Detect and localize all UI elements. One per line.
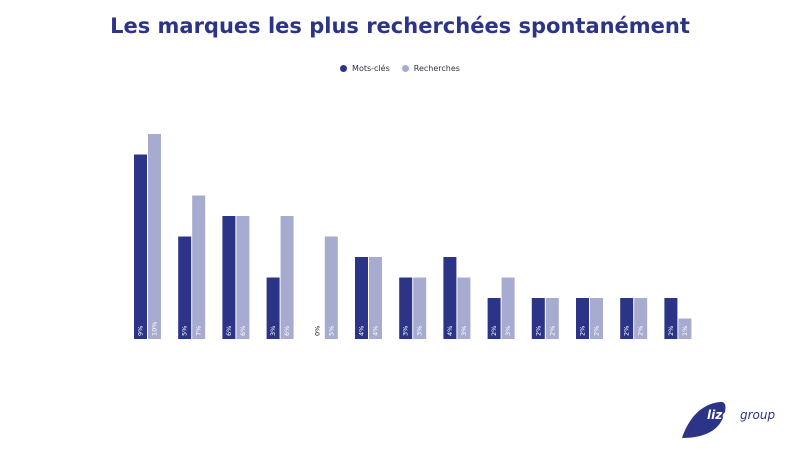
- bar-recherches-9: [501, 277, 515, 339]
- bar-mots-cles-3: [222, 216, 236, 339]
- bar-recherches-7: [413, 277, 427, 339]
- lizeo-group-logo: lizeo group: [682, 401, 775, 438]
- bar-recherches-3: [236, 216, 250, 339]
- bar-mots-cles-9: [487, 298, 501, 339]
- chart-legend: Mots-clés Recherches: [0, 64, 800, 73]
- data-label-recherches-9: 3%: [504, 326, 512, 336]
- bar-recherches-8: [457, 277, 471, 339]
- bar-recherches-6: [369, 257, 382, 339]
- data-label-mots-cles-1: 9%: [137, 326, 145, 336]
- bar-recherches-2: [192, 195, 206, 339]
- data-label-recherches-5: 5%: [327, 326, 335, 336]
- bar-mots-cles-2: [178, 236, 192, 339]
- data-label-mots-cles-11: 2%: [579, 326, 587, 336]
- data-label-mots-cles-8: 4%: [446, 326, 454, 336]
- bar-mots-cles-4: [266, 277, 280, 339]
- data-label-mots-cles-10: 2%: [534, 326, 542, 336]
- logo-brand-text: lizeo: [707, 408, 739, 422]
- bar-recherches-11: [590, 298, 603, 339]
- data-label-recherches-12: 2%: [637, 326, 645, 336]
- bar-mots-cles-6: [355, 257, 368, 339]
- bar-mots-cles-11: [576, 298, 589, 339]
- legend-dot-recherches: [401, 65, 409, 72]
- bar-mots-cles-13: [664, 298, 678, 339]
- bar-mots-cles-7: [399, 277, 413, 339]
- bar-recherches-13: [678, 318, 692, 339]
- bar-recherches-1: [148, 134, 161, 339]
- logo-suffix-text: group: [740, 408, 775, 422]
- data-label-mots-cles-5: 0%: [313, 326, 321, 336]
- data-label-recherches-11: 2%: [593, 326, 601, 336]
- data-label-mots-cles-2: 5%: [181, 326, 189, 336]
- data-label-mots-cles-12: 2%: [623, 326, 631, 336]
- data-label-mots-cles-7: 3%: [402, 326, 410, 336]
- legend-dot-mots-cles: [340, 65, 348, 72]
- data-label-recherches-4: 6%: [283, 326, 291, 336]
- chart-title: Les marques les plus recherchées spontan…: [110, 14, 690, 38]
- bar-recherches-10: [545, 298, 559, 339]
- data-label-recherches-6: 4%: [372, 326, 380, 336]
- bar-mots-cles-10: [531, 298, 545, 339]
- bar-recherches-5: [324, 236, 338, 339]
- data-label-recherches-10: 2%: [548, 326, 556, 336]
- legend-entry-mots-cles: Mots-clés: [340, 64, 390, 73]
- data-label-recherches-7: 3%: [416, 326, 424, 336]
- bar-mots-cles-1: [134, 154, 147, 339]
- data-label-recherches-1: 10%: [151, 322, 159, 336]
- data-label-recherches-13: 1%: [681, 326, 689, 336]
- bar-mots-cles-8: [443, 257, 457, 339]
- bar-recherches-4: [280, 216, 294, 339]
- logo-swoosh-shape: [682, 401, 726, 438]
- legend-label-recherches: Recherches: [413, 64, 460, 73]
- legend-label-mots-cles: Mots-clés: [352, 64, 390, 73]
- data-label-mots-cles-3: 6%: [225, 326, 233, 336]
- data-label-recherches-2: 7%: [195, 326, 203, 336]
- bar-mots-cles-12: [620, 298, 634, 339]
- data-label-recherches-3: 6%: [239, 326, 247, 336]
- data-label-mots-cles-6: 4%: [358, 326, 366, 336]
- data-label-recherches-8: 3%: [460, 326, 468, 336]
- bar-recherches-12: [634, 298, 648, 339]
- data-label-mots-cles-13: 2%: [667, 326, 675, 336]
- data-label-mots-cles-9: 2%: [490, 326, 498, 336]
- legend-entry-recherches: Recherches: [401, 64, 460, 73]
- data-label-mots-cles-4: 3%: [269, 326, 277, 336]
